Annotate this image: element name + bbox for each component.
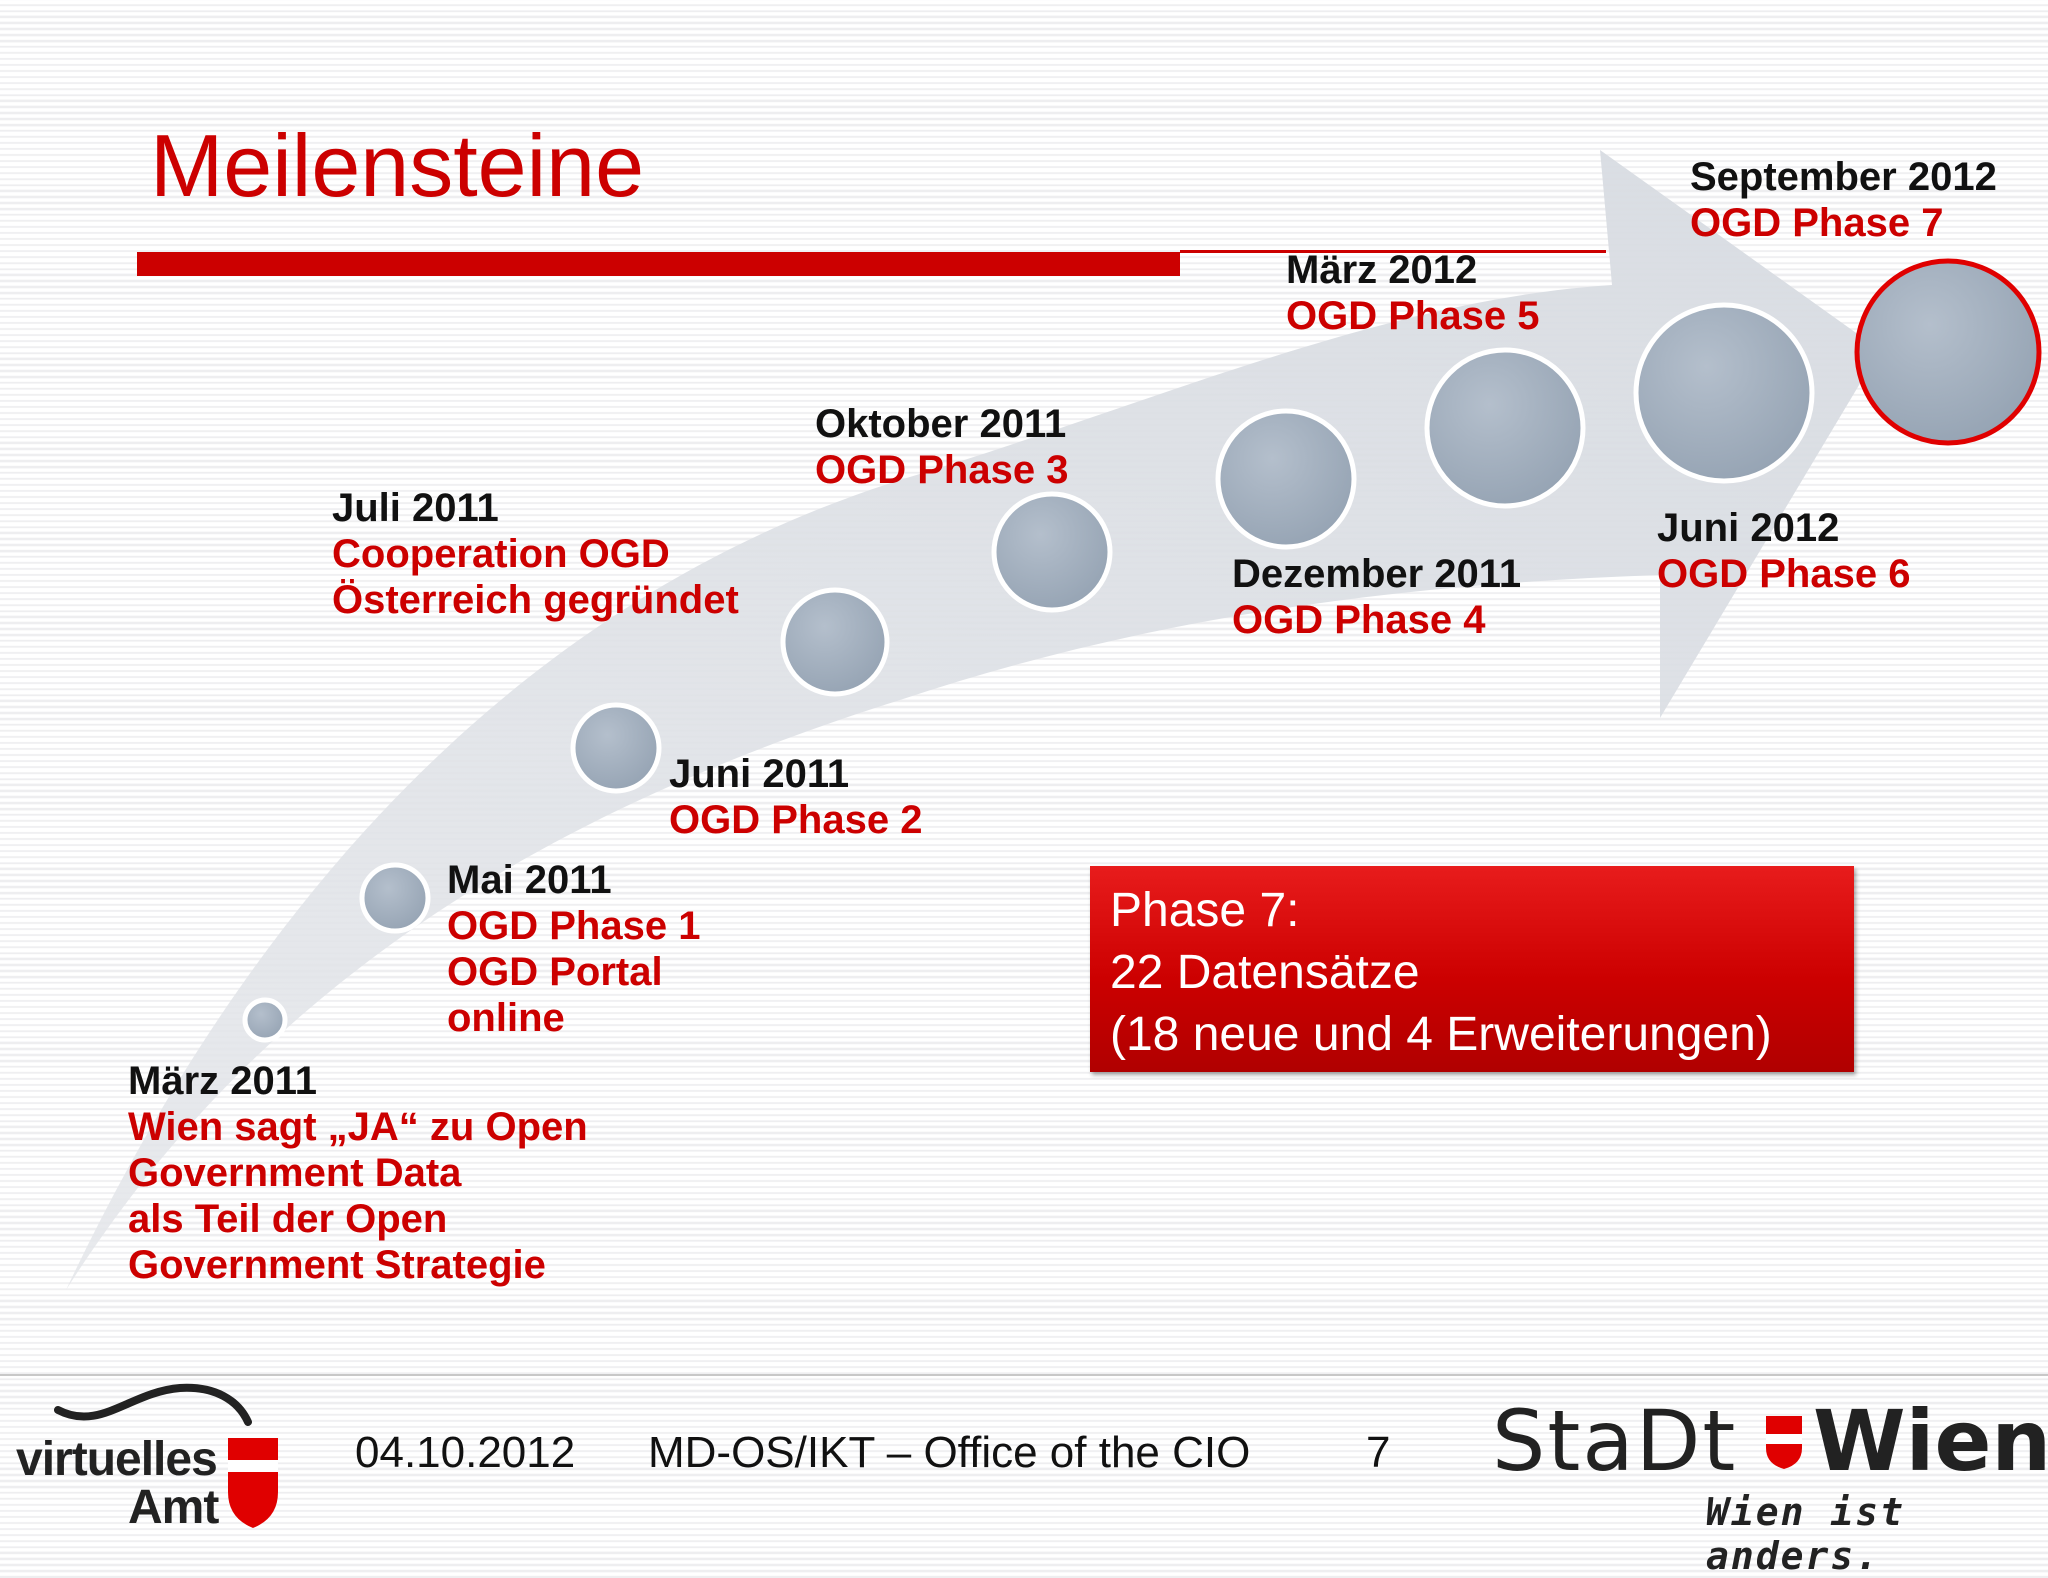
milestone-date: Dezember 2011 — [1232, 552, 1522, 596]
milestone-desc-line: Österreich gegründet — [332, 578, 739, 622]
milestone-2011-07: Juli 2011 Cooperation OGD Österreich geg… — [332, 485, 739, 623]
milestone-date: März 2011 — [128, 1059, 318, 1103]
milestone-2012-03: März 2012 OGD Phase 5 — [1286, 247, 1539, 339]
milestone-dot — [780, 587, 890, 697]
slide-title: Meilensteine — [150, 116, 645, 215]
milestone-date: Juni 2011 — [669, 752, 850, 796]
milestone-2011-03: März 2011 Wien sagt „JA“ zu Open Governm… — [128, 1058, 588, 1288]
milestone-dot — [1424, 347, 1586, 509]
milestone-2011-05: Mai 2011 OGD Phase 1 OGD Portal online — [447, 857, 700, 1041]
milestone-date: Juli 2011 — [332, 486, 499, 530]
milestone-date: März 2012 — [1286, 248, 1478, 292]
milestone-desc-line: OGD Phase 2 — [669, 798, 923, 842]
wien-shield-icon — [1766, 1416, 1802, 1469]
milestone-2012-06: Juni 2012 OGD Phase 6 — [1657, 505, 1910, 597]
milestone-2011-10: Oktober 2011 OGD Phase 3 — [815, 401, 1068, 493]
milestone-dot — [359, 862, 431, 934]
milestone-desc-line: OGD Portal — [447, 950, 663, 994]
logo-word-wien: Wien — [1813, 1392, 2048, 1490]
milestone-desc-line: online — [447, 996, 565, 1040]
milestone-desc-line: als Teil der Open — [128, 1197, 448, 1241]
footer-divider — [0, 1374, 2048, 1376]
milestone-desc-line: OGD Phase 7 — [1690, 201, 1944, 245]
title-underline-thin — [1180, 250, 1606, 253]
stadt-wien-logo: StaDt Wien Wien ist anders. — [1488, 1392, 2048, 1578]
milestone-desc-line: OGD Phase 6 — [1657, 552, 1911, 596]
milestone-dot — [1215, 408, 1357, 550]
milestone-2012-09: September 2012 OGD Phase 7 — [1690, 154, 1997, 246]
milestone-date: Mai 2011 — [447, 858, 612, 902]
logo-text-line: Amt — [128, 1481, 219, 1534]
milestone-desc-line: OGD Phase 1 — [447, 904, 701, 948]
info-line: (18 neue und 4 Erweiterungen) — [1110, 1008, 1772, 1061]
milestone-dot — [991, 491, 1113, 613]
milestone-dots — [242, 258, 2042, 1043]
footer-department: MD-OS/IKT – Office of the CIO — [648, 1428, 1251, 1477]
phase7-info-box: Phase 7: 22 Datensätze (18 neue und 4 Er… — [1090, 866, 1854, 1072]
milestone-desc-line: Wien sagt „JA“ zu Open — [128, 1105, 588, 1149]
milestone-date: September 2012 — [1690, 155, 1997, 199]
title-underline-bar — [137, 252, 1180, 276]
milestone-desc-line: OGD Phase 5 — [1286, 294, 1540, 338]
milestone-dot — [242, 997, 288, 1043]
milestone-2011-12: Dezember 2011 OGD Phase 4 — [1232, 551, 1521, 643]
logo-word-stadt: StaDt — [1492, 1392, 1738, 1490]
milestone-desc-line: Cooperation OGD — [332, 532, 670, 576]
footer-date: 04.10.2012 — [355, 1428, 576, 1477]
milestone-desc-line: OGD Phase 3 — [815, 448, 1069, 492]
virtuelles-amt-emblem — [54, 1383, 278, 1528]
milestone-dot-current — [1854, 258, 2042, 446]
logo-slogan: Wien ist anders. — [1706, 1490, 1906, 1578]
milestone-dot — [570, 702, 662, 794]
info-line: 22 Datensätze — [1110, 946, 1420, 999]
milestone-date: Oktober 2011 — [815, 402, 1067, 446]
milestone-desc-line: Government Strategie — [128, 1243, 546, 1287]
info-line: Phase 7: — [1110, 884, 1300, 937]
milestone-dot — [1633, 302, 1815, 484]
page-number: 7 — [1366, 1428, 1391, 1477]
logo-text-line: virtuelles — [16, 1433, 218, 1486]
milestone-desc-line: OGD Phase 4 — [1232, 598, 1486, 642]
milestone-desc-line: Government Data — [128, 1151, 462, 1195]
milestone-date: Juni 2012 — [1657, 506, 1840, 550]
virtuelles-amt-logo: virtuelles Amt — [10, 1380, 290, 1534]
timeline-graphic — [66, 150, 2042, 1290]
milestone-2011-06: Juni 2011 OGD Phase 2 — [669, 751, 922, 843]
